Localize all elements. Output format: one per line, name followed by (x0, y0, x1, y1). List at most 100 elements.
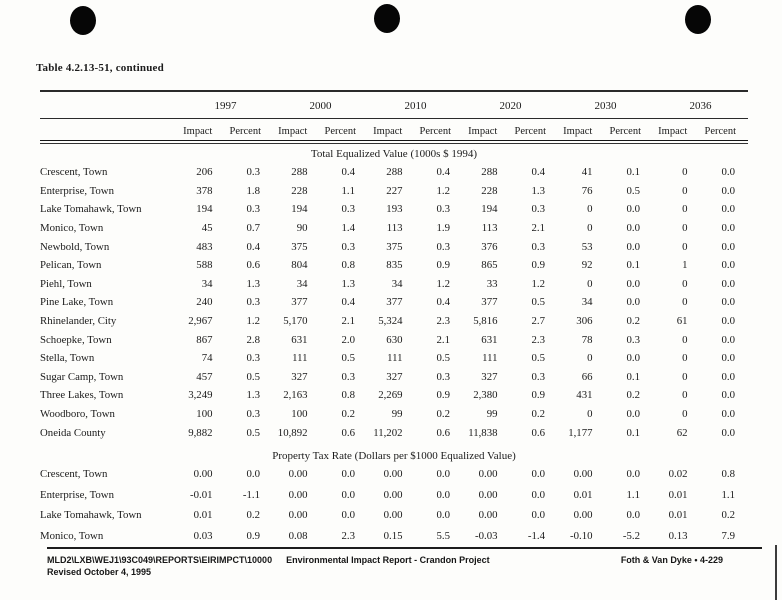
row-label: Newbold, Town (40, 240, 110, 253)
table-row: Enterprise, Town 378 1.8 228 1.1 227 1.2 228 1.3… (40, 182, 748, 201)
row-label: Piehl, Town (40, 277, 92, 290)
value-cell: 2.1 (436, 333, 451, 346)
value-cell: 0 (682, 352, 688, 365)
value-cell: 376 (481, 240, 498, 253)
value-cell: 0.0 (341, 488, 356, 501)
value-cell: 113 (386, 222, 403, 235)
table-row: Rhinelander, City 2,967 1.2 5,170 2.1 5,324 2.… (40, 312, 748, 331)
table-row: Monico, Town 45 0.7 90 1.4 113 1.9 113 2.1 0 0.0 0 0… (40, 219, 748, 238)
table-row: Pelican, Town 588 0.6 804 0.8 835 0.9 865 0.9 92 0… (40, 256, 748, 275)
value-cell: 74 (201, 352, 213, 365)
value-cell: 0.3 (246, 408, 261, 421)
row-label: Crescent, Town (40, 468, 108, 481)
year-header: 2000 (309, 100, 332, 112)
value-cell: 0.0 (721, 203, 736, 216)
value-cell: 0.0 (626, 296, 641, 309)
value-cell: 2.8 (246, 333, 261, 346)
value-cell: 0.3 (246, 203, 261, 216)
value-cell: 61 (676, 315, 688, 328)
value-cell: 78 (581, 333, 593, 346)
value-cell: 0.0 (721, 408, 736, 421)
value-cell: 1.4 (341, 222, 356, 235)
value-cell: 0.0 (721, 296, 736, 309)
header-divider-rule (40, 140, 748, 144)
value-cell: 2.3 (531, 333, 546, 346)
value-cell: 0.00 (288, 509, 308, 522)
value-cell: 0.3 (246, 166, 261, 179)
value-cell: 0.0 (721, 315, 736, 328)
value-cell: 5.5 (436, 529, 451, 542)
table-row: Schoepke, Town 867 2.8 631 2.0 630 2.1 631 2.3 78… (40, 330, 748, 349)
value-cell: 377 (291, 296, 308, 309)
footer-report-title: Environmental Impact Report - Crandon Pr… (286, 555, 490, 565)
value-cell: 2,269 (378, 389, 403, 402)
value-cell: 1.2 (531, 277, 546, 290)
value-cell: 2,163 (283, 389, 308, 402)
value-cell: 0.5 (246, 370, 261, 383)
value-cell: 0.0 (721, 426, 736, 439)
column-header: Percent (609, 125, 642, 137)
value-cell: 0.2 (721, 509, 736, 522)
section-title: Total Equalized Value (1000s $ 1994) (310, 148, 478, 160)
value-cell: 34 (391, 277, 403, 290)
row-label: Pine Lake, Town (40, 296, 114, 309)
value-cell: 0.2 (626, 389, 641, 402)
value-cell: 1,177 (568, 426, 593, 439)
value-cell: 0.0 (721, 222, 736, 235)
table-row: Crescent, Town 0.00 0.0 0.00 0.0 0.00 0.0 0.00 0… (40, 464, 748, 485)
value-cell: 1.2 (436, 184, 451, 197)
value-cell: 0.3 (246, 296, 261, 309)
value-cell: 0.0 (721, 166, 736, 179)
value-cell: 375 (291, 240, 308, 253)
value-cell: 1.3 (341, 277, 356, 290)
value-cell: 0.01 (193, 509, 213, 522)
row-label: Monico, Town (40, 529, 104, 542)
value-cell: 0.7 (246, 222, 261, 235)
value-cell: 0.00 (288, 468, 308, 481)
value-cell: 0.0 (341, 468, 356, 481)
table-row: Woodboro, Town 100 0.3 100 0.2 99 0.2 99 0.2 0 0.0… (40, 405, 748, 424)
value-cell: 0.0 (721, 277, 736, 290)
value-cell: 33 (486, 277, 498, 290)
value-cell: 0.6 (246, 259, 261, 272)
value-cell: 0.5 (531, 352, 546, 365)
value-cell: 45 (201, 222, 213, 235)
value-cell: 483 (196, 240, 213, 253)
value-cell: 2.3 (341, 529, 356, 542)
column-header: Percent (419, 125, 452, 137)
value-cell: 0.3 (341, 370, 356, 383)
value-cell: 92 (581, 259, 593, 272)
data-table: 1997 2000 2010 2020 2030 2036 Impact Percent Im… (40, 90, 748, 546)
year-header: 2010 (404, 100, 427, 112)
row-label: Pelican, Town (40, 259, 102, 272)
value-cell: 100 (196, 408, 213, 421)
year-header: 2030 (594, 100, 617, 112)
value-cell: 227 (386, 184, 403, 197)
value-cell: 631 (481, 333, 498, 346)
value-cell: 0 (682, 389, 688, 402)
value-cell: 0.0 (626, 222, 641, 235)
table-row: Oneida County 9,882 0.5 10,892 0.6 11,202 0.6 1… (40, 423, 748, 442)
value-cell: 0.1 (626, 166, 641, 179)
value-cell: 0.00 (478, 488, 498, 501)
value-cell: 0.0 (436, 488, 451, 501)
row-label: Enterprise, Town (40, 488, 115, 501)
value-cell: 2.1 (531, 222, 546, 235)
value-cell: 0.3 (531, 203, 546, 216)
value-cell: 0 (587, 408, 593, 421)
value-cell: 588 (196, 259, 213, 272)
value-cell: 0 (587, 352, 593, 365)
value-cell: 0.0 (626, 277, 641, 290)
value-cell: 0.01 (573, 488, 593, 501)
scan-artifact-line (775, 545, 777, 600)
table-row: Lake Tomahawk, Town 0.01 0.2 0.00 0.0 0.00 0.0… (40, 505, 748, 526)
value-cell: -0.10 (570, 529, 593, 542)
value-cell: -0.01 (190, 488, 213, 501)
value-cell: 0.00 (383, 509, 403, 522)
value-cell: 0.3 (436, 240, 451, 253)
value-cell: 1.8 (246, 184, 261, 197)
column-header: Impact (183, 125, 213, 137)
column-header: Impact (468, 125, 498, 137)
value-cell: 0.4 (436, 166, 451, 179)
value-cell: 0 (587, 222, 593, 235)
